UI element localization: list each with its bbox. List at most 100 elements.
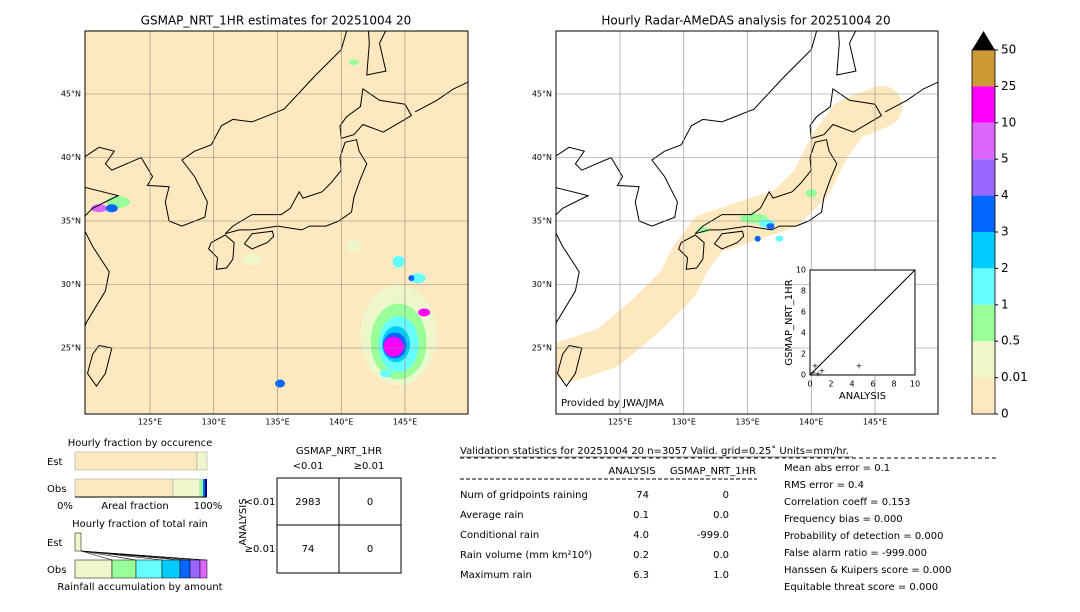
y-tick-label: 10 <box>796 266 806 275</box>
colorbar-segment <box>972 122 995 160</box>
map <box>85 31 468 414</box>
panel-title: Hourly fraction by occurence <box>68 438 212 449</box>
coastline <box>884 81 938 113</box>
map-title: GSMAP_NRT_1HR estimates for 20251004 20 <box>141 14 412 28</box>
row-label: Est <box>47 457 63 468</box>
colorbar-segment <box>972 304 995 342</box>
colorbar-segment <box>972 159 995 196</box>
y-axis-label: GSMAP_NRT_1HR <box>784 279 795 365</box>
axis-label: Rainfall accumulation by amount <box>57 582 222 593</box>
score-line: RMS error = 0.4 <box>784 480 864 491</box>
stat-label: Rain volume (mm km²10⁶) <box>460 550 592 561</box>
y-tick-label: 4 <box>801 329 806 338</box>
diagonal <box>809 269 916 376</box>
score-line: Frequency bias = 0.000 <box>784 514 903 525</box>
x-tick-label: 10 <box>910 380 920 389</box>
lon-label: 125°E <box>138 418 162 427</box>
rain-cell <box>392 255 405 268</box>
table-cell: 2983 <box>295 497 320 508</box>
coastline <box>208 234 235 270</box>
colorbar-label: 4 <box>1001 188 1009 202</box>
coastline <box>224 139 368 235</box>
colorbar-segment <box>972 232 995 269</box>
scatter-point: + <box>810 369 817 378</box>
rain-cell <box>408 275 415 282</box>
colorbar-label: 50 <box>1001 43 1016 57</box>
lat-label: 35°N <box>61 217 81 226</box>
fraction-bar <box>135 559 163 579</box>
rain-cell <box>349 59 359 66</box>
colorbar-label: 0.5 <box>1001 334 1020 348</box>
lon-label: 135°E <box>265 418 289 427</box>
scatter-point: + <box>856 362 863 371</box>
stat-value: 0.2 <box>633 550 649 561</box>
stat-value: 0.1 <box>633 510 649 521</box>
axis-label: 0% <box>57 501 73 512</box>
rain-cell <box>766 223 775 230</box>
score-line: False alarm ratio = -999.000 <box>784 548 927 559</box>
column-header: <0.01 <box>293 461 324 472</box>
fraction-bar <box>196 451 208 471</box>
rain-cell <box>346 240 362 253</box>
lon-label: 130°E <box>202 418 226 427</box>
lat-label: 25°N <box>61 344 81 353</box>
connector <box>80 550 137 561</box>
fraction-bar <box>172 478 201 498</box>
coastline <box>243 230 275 250</box>
row-label: Obs <box>47 484 66 495</box>
colorbar-extend <box>972 31 995 50</box>
scatter-point: + <box>815 370 822 379</box>
fraction-bar <box>189 559 201 579</box>
score-line: Probability of detection = 0.000 <box>784 531 943 542</box>
score-line: Mean abs error = 0.1 <box>784 463 890 474</box>
rain-cell <box>418 308 431 317</box>
x-tick-label: 2 <box>828 380 833 389</box>
stat-label: Average rain <box>460 510 524 521</box>
column-header: GSMAP_NRT_1HR <box>670 466 756 477</box>
lon-label: 140°E <box>799 418 823 427</box>
stat-value: 0.0 <box>713 510 729 521</box>
x-tick-label: 0 <box>807 380 812 389</box>
fraction-bar <box>200 479 203 497</box>
fraction-bar <box>205 479 207 497</box>
x-tick-label: 6 <box>870 380 875 389</box>
colorbar-label: 5 <box>1001 152 1009 166</box>
colorbar-segment <box>972 50 995 87</box>
y-tick-label: 0 <box>801 371 806 380</box>
map-frame <box>84 30 469 415</box>
fraction-bar <box>74 451 198 471</box>
colorbar-label: 0 <box>1001 407 1009 421</box>
colorbar-label: 10 <box>1001 115 1016 129</box>
fraction-bar <box>111 559 137 579</box>
row-axis-label: ANALYSIS <box>238 498 249 545</box>
fraction-bar <box>74 478 174 498</box>
coastline <box>694 139 838 235</box>
lon-label: 140°E <box>329 418 353 427</box>
stat-value: 0.0 <box>713 550 729 561</box>
coastline <box>414 81 468 113</box>
stat-value: 4.0 <box>633 530 649 541</box>
credit-text: Provided by JWA/JMA <box>561 398 664 409</box>
lon-label: 145°E <box>863 418 887 427</box>
row-label: Obs <box>47 565 66 576</box>
coastline <box>85 31 348 329</box>
colorbar-segment <box>972 377 995 414</box>
lat-label: 40°N <box>61 153 81 162</box>
table-title: GSMAP_NRT_1HR <box>296 446 382 457</box>
lat-label: 45°N <box>532 90 552 99</box>
stat-value: 0 <box>723 490 729 501</box>
colorbar-label: 1 <box>1001 297 1009 311</box>
table-cell: 0 <box>367 544 373 555</box>
y-tick-label: 8 <box>801 287 806 296</box>
colorbar-segment <box>972 341 995 378</box>
rain-cell <box>383 336 404 357</box>
rain-cell <box>242 253 262 266</box>
stat-label: Maximum rain <box>460 570 532 581</box>
fraction-bar <box>199 559 208 579</box>
rain-cell <box>409 273 426 284</box>
stat-value: 74 <box>636 490 649 501</box>
lon-label: 135°E <box>735 418 759 427</box>
axis-label: Areal fraction <box>101 501 168 512</box>
map-title: Hourly Radar-AMeDAS analysis for 2025100… <box>601 14 890 28</box>
score-line: Hanssen & Kuipers score = 0.000 <box>784 565 951 576</box>
